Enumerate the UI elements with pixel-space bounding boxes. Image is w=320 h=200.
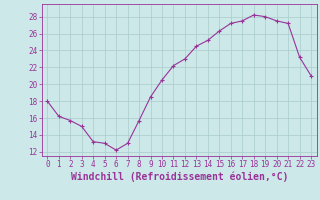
X-axis label: Windchill (Refroidissement éolien,°C): Windchill (Refroidissement éolien,°C) — [70, 172, 288, 182]
